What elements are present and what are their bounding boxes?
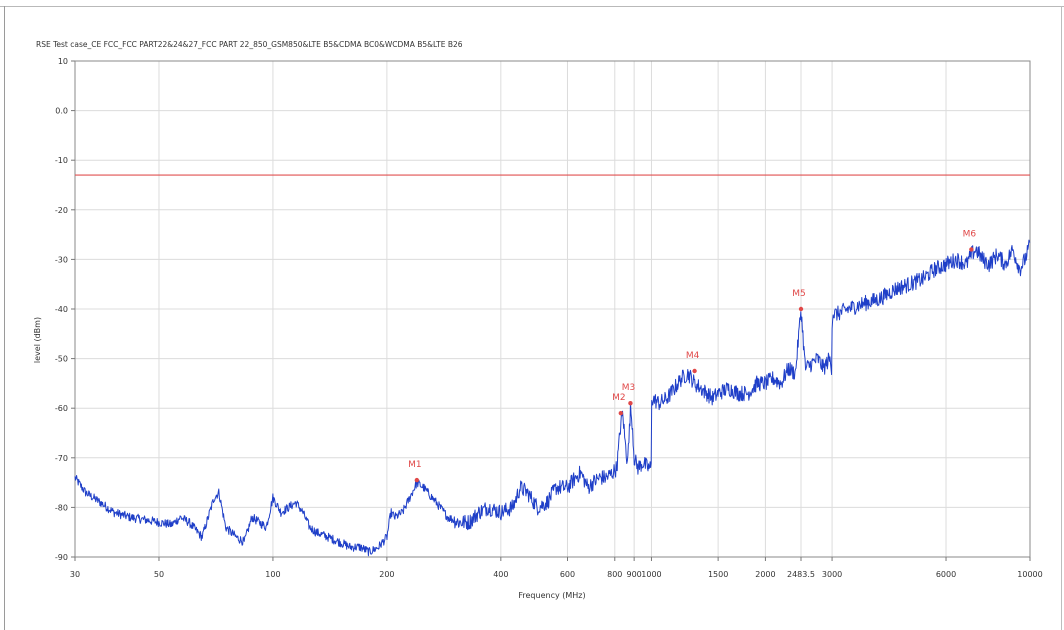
marker-point-m6 [969, 247, 974, 252]
series-group [74, 239, 1031, 557]
frame-top-border [0, 6, 1064, 7]
marker-point-m2 [618, 410, 624, 416]
y-tick-label: -10 [55, 156, 68, 165]
frame-left-border [4, 6, 5, 630]
y-tick-label: -20 [55, 206, 68, 215]
y-tick-label: -70 [55, 454, 68, 463]
x-tick-label: 400 [493, 570, 508, 579]
x-tick-label: 1500 [708, 570, 728, 579]
grid-lines [74, 60, 1031, 558]
y-tick-label: -40 [55, 305, 68, 314]
x-axis-ticks: 30 50 100 200 400 600 800 900 1000 1500 2000 2483.5… [70, 557, 1043, 579]
x-tick-label: 100 [265, 570, 280, 579]
x-tick-label: 2000 [755, 570, 775, 579]
marker-label-m4: M4 [686, 351, 700, 361]
spectrum-trace [74, 239, 1031, 557]
x-tick-label: 3000 [822, 570, 842, 579]
x-axis-label: Frequency (MHz) [518, 591, 585, 600]
y-axis-ticks: 10 0.0 -10 -20 -30 -40 -50 -60 -70 -80 -90 [55, 57, 75, 562]
y-axis-label: level (dBm) [33, 317, 42, 363]
x-tick-label: 10000 [1017, 570, 1042, 579]
x-tick-label: 30 [70, 570, 80, 579]
y-tick-label: -80 [55, 503, 68, 512]
y-tick-label: 10 [58, 57, 68, 66]
x-tick-label: 800 [607, 570, 622, 579]
y-tick-label: -60 [55, 404, 68, 413]
x-tick-label: 600 [560, 570, 575, 579]
marker-point-m4 [692, 368, 697, 374]
marker-label-m5: M5 [792, 289, 806, 299]
marker-label-m1: M1 [408, 460, 422, 470]
x-tick-label: 900 [627, 570, 642, 579]
x-tick-label: 2483.5 [787, 570, 815, 579]
x-tick-label: 6000 [936, 570, 956, 579]
marker-label-m2: M2 [612, 393, 626, 403]
marker-point-m1 [414, 477, 420, 483]
y-tick-label: -30 [55, 255, 68, 264]
marker-point-m5 [798, 306, 804, 312]
marker-label-m6: M6 [963, 229, 977, 239]
y-tick-label: -90 [55, 553, 68, 562]
frame-right-border [1061, 6, 1062, 630]
marker-point-m3 [628, 401, 633, 406]
y-tick-label: -50 [55, 355, 68, 364]
x-tick-label: 200 [379, 570, 394, 579]
x-tick-label: 1000 [641, 570, 661, 579]
y-tick-label: 0.0 [55, 107, 68, 116]
chart-title: RSE Test case_CE FCC_FCC PART22&24&27_FC… [36, 40, 463, 49]
x-tick-label: 50 [154, 570, 164, 579]
marker-label-m3: M3 [622, 383, 636, 393]
